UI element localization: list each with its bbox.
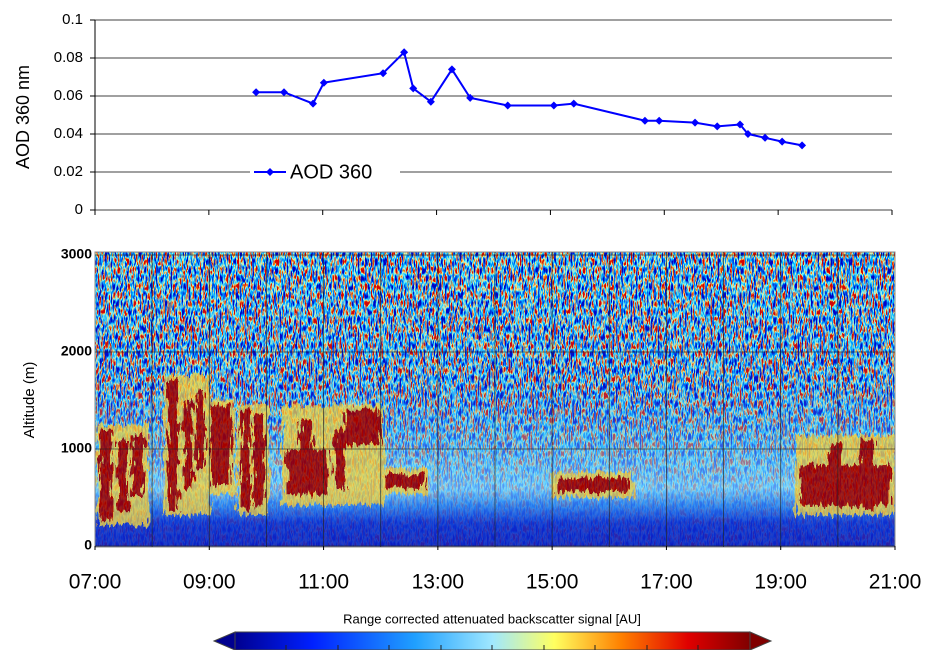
x-tick-label: 21:00 <box>869 571 922 594</box>
data-point <box>409 84 418 93</box>
colorbar <box>212 631 773 650</box>
colorbar-label: Range corrected attenuated backscatter s… <box>343 611 641 626</box>
y-tick-label: 3000 <box>61 246 92 262</box>
data-point <box>761 133 770 142</box>
data-point <box>713 122 722 131</box>
data-point <box>691 118 700 127</box>
y-tick-label: 0.06 <box>54 87 83 104</box>
x-tick-label: 07:00 <box>69 571 122 594</box>
x-tick-label: 11:00 <box>298 571 349 594</box>
y-tick-label: 0.1 <box>62 11 83 28</box>
data-point <box>743 130 752 138</box>
data-point <box>309 99 318 108</box>
y-tick-label: 1000 <box>61 440 92 456</box>
data-point <box>655 116 664 125</box>
x-tick-label: 19:00 <box>754 571 807 594</box>
data-point <box>400 48 409 57</box>
x-tick-label: 17:00 <box>640 571 693 594</box>
y-tick-label: 0 <box>75 201 83 218</box>
legend-marker <box>266 168 274 176</box>
x-tick-label: 09:00 <box>183 571 236 594</box>
data-point <box>640 116 649 125</box>
data-point <box>798 141 807 150</box>
data-point <box>280 88 289 97</box>
data-point <box>569 99 578 108</box>
y-tick-label: 0.08 <box>54 49 83 66</box>
y-tick-label: 0.02 <box>54 163 83 180</box>
y-axis-label: Altitude (m) <box>21 362 38 439</box>
data-point <box>778 137 787 146</box>
data-line <box>256 50 803 147</box>
data-point <box>252 88 261 97</box>
data-point <box>319 78 328 87</box>
data-point <box>466 93 475 102</box>
data-point <box>736 120 745 129</box>
y-axis-label: AOD 360 nm <box>13 65 33 169</box>
data-point <box>426 97 435 106</box>
x-tick-label: 15:00 <box>526 571 579 594</box>
y-tick-label: 0 <box>84 537 92 553</box>
data-point <box>503 101 512 110</box>
x-tick-label: 13:00 <box>412 571 465 594</box>
data-point <box>549 101 558 110</box>
data-point <box>379 69 388 78</box>
data-point <box>447 65 456 74</box>
y-tick-label: 2000 <box>61 343 92 359</box>
y-tick-label: 0.04 <box>54 125 83 142</box>
legend-label: AOD 360 <box>290 161 372 183</box>
